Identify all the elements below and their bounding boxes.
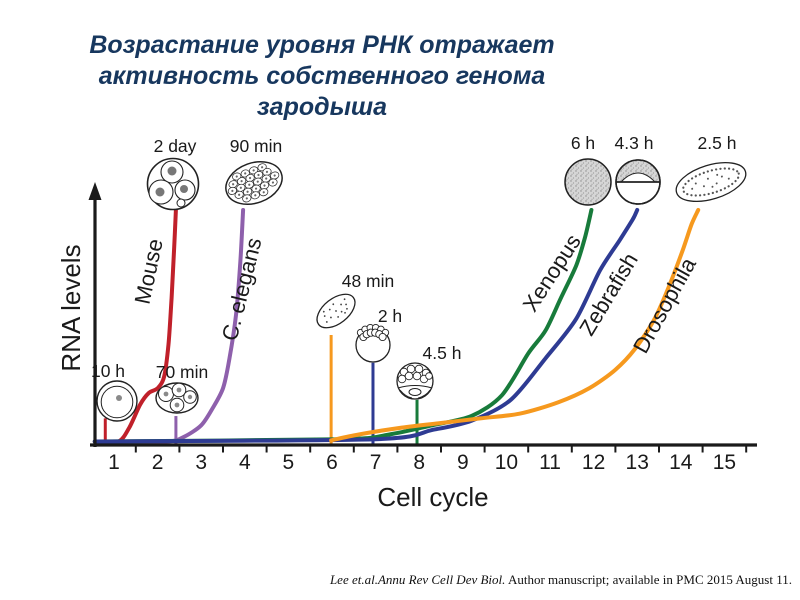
drosophila-cellularized-embryo-icon <box>675 161 747 203</box>
citation-source: Lee et.al.Annu Rev Cell Dev Biol. <box>329 572 506 587</box>
slide-title-line2: активность собственного генома зародыша <box>98 62 546 121</box>
xenopus-blastula-embryo-icon <box>396 362 434 400</box>
time-label-celegans-late: 90 min <box>230 136 283 156</box>
mouse-1cell-embryo-icon <box>96 380 138 422</box>
x-tick-label: 2 <box>152 451 164 474</box>
x-tick-label: 15 <box>713 451 736 474</box>
x-tick-label: 13 <box>626 451 649 474</box>
time-label-celegans-early: 70 min <box>156 362 209 382</box>
x-axis-ticks: 1 2 3 4 5 6 7 8 9 10 11 12 13 14 15 <box>108 445 748 474</box>
slide-title-line1: Возрастание уровня РНК отражает <box>89 31 555 59</box>
x-tick-label: 3 <box>195 451 207 474</box>
slide-title: Возрастание уровня РНК отражает активнос… <box>32 30 612 123</box>
mouse-4cell-embryo-icon <box>155 382 199 414</box>
curve-zebrafish <box>92 208 640 444</box>
rna-curves <box>92 208 701 445</box>
curve-label-mouse: Mouse <box>130 237 168 307</box>
curve-label-zebrafish: Zebrafish <box>574 248 643 339</box>
time-label-xenopus-late: 6 h <box>571 133 595 153</box>
time-label-mouse-early: 10 h <box>91 361 125 381</box>
xenopus-gastrula-embryo-icon <box>564 158 612 206</box>
zebrafish-dome-embryo-icon <box>615 159 661 205</box>
mouse-morula-embryo-icon <box>146 157 200 211</box>
zebrafish-blastula-embryo-icon <box>355 323 391 363</box>
time-label-mouse-late: 2 day <box>154 136 197 156</box>
x-tick-label: 14 <box>669 451 693 474</box>
y-axis-title: RNA levels <box>56 244 86 371</box>
time-label-drosophila-late: 2.5 h <box>698 133 737 153</box>
x-axis-title: Cell cycle <box>377 482 488 512</box>
time-label-zebrafish-early: 2 h <box>378 306 402 326</box>
y-axis-arrow-icon <box>88 182 102 200</box>
x-tick-label: 5 <box>283 451 295 474</box>
time-label-drosophila-early: 48 min <box>342 271 395 291</box>
x-tick-label: 6 <box>326 451 338 474</box>
drosophila-syncytium-embryo-icon <box>316 293 356 329</box>
x-tick-label: 4 <box>239 451 251 474</box>
curve-mouse <box>92 208 178 445</box>
citation: Lee et.al.Annu Rev Cell Dev Biol. Author… <box>330 572 792 588</box>
x-tick-label: 9 <box>457 451 469 474</box>
axes: 1 2 3 4 5 6 7 8 9 10 11 12 13 14 15 <box>88 182 757 474</box>
x-tick-label: 12 <box>582 451 605 474</box>
curve-drosophila <box>329 208 701 443</box>
time-label-xenopus-early: 4.5 h <box>423 343 462 363</box>
x-tick-label: 11 <box>539 451 561 474</box>
curve-label-drosophila: Drosophila <box>628 253 701 358</box>
x-tick-label: 10 <box>495 451 518 474</box>
x-tick-label: 7 <box>370 451 382 474</box>
x-tick-label: 8 <box>413 451 425 474</box>
curve-label-xenopus: Xenopus <box>518 230 586 316</box>
x-tick-label: 1 <box>108 451 120 474</box>
curve-label-celegans: C. elegans <box>217 235 267 343</box>
citation-note: Author manuscript; available in PMC 2015… <box>505 572 792 587</box>
time-label-zebrafish-late: 4.3 h <box>615 133 654 153</box>
celegans-embryo-icon <box>225 160 283 206</box>
